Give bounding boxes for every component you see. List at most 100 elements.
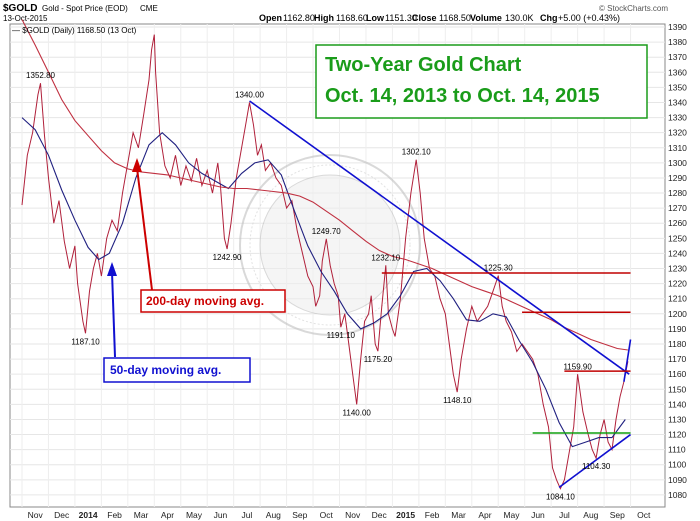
y-tick-label: 1100 xyxy=(668,460,687,470)
chg-label: Chg xyxy=(540,13,558,23)
x-tick-label: Mar xyxy=(134,510,149,520)
y-tick-label: 1260 xyxy=(668,218,687,228)
uptrend-line xyxy=(558,433,632,489)
price-label: 1148.10 xyxy=(443,396,472,405)
y-tick-label: 1140 xyxy=(668,399,687,409)
exchange: CME xyxy=(140,4,158,13)
annotation-50: 50-day moving avg. xyxy=(103,262,251,383)
y-tick-label: 1170 xyxy=(668,354,687,364)
x-axis-labels: Nov Dec 2014 Feb Mar Apr May Jun Jul Aug Sep Oct Nov… xyxy=(28,510,651,520)
price-label: 1175.20 xyxy=(364,355,393,364)
price-label: 1104.30 xyxy=(582,462,611,471)
y-tick-label: 1210 xyxy=(668,294,687,304)
y-tick-label: 1200 xyxy=(668,309,687,319)
x-tick-label: Oct xyxy=(637,510,651,520)
x-tick-label: Jun xyxy=(214,510,228,520)
price-label: 1140.00 xyxy=(343,408,372,417)
x-tick-label: May xyxy=(503,510,520,520)
close-value: 1168.50 xyxy=(439,13,471,23)
annotation-50-text: 50-day moving avg. xyxy=(110,363,221,377)
y-axis-labels: 1080 1090 1100 1110 1120 1130 1140 1150 1160 1170… xyxy=(668,22,687,500)
trend-lines-layer xyxy=(249,100,632,489)
y-tick-label: 1160 xyxy=(668,369,687,379)
y-tick-label: 1380 xyxy=(668,37,687,47)
x-tick-label: Dec xyxy=(372,510,388,520)
y-tick-label: 1130 xyxy=(668,414,687,424)
x-tick-label: Apr xyxy=(161,510,174,520)
price-label: 1249.70 xyxy=(312,227,341,236)
y-tick-label: 1120 xyxy=(668,430,687,440)
title-line1: Two-Year Gold Chart xyxy=(325,54,522,76)
legend-label: — $GOLD (Daily) 1168.50 (13 Oct) xyxy=(12,26,137,35)
high-value: 1168.60 xyxy=(336,13,368,23)
y-tick-label: 1270 xyxy=(668,203,687,213)
y-tick-label: 1350 xyxy=(668,82,687,92)
downtrend-line xyxy=(249,100,630,375)
symbol: $GOLD xyxy=(3,3,37,14)
price-label: 1232.10 xyxy=(371,253,400,262)
open-value: 1162.80 xyxy=(283,13,315,23)
y-tick-label: 1180 xyxy=(668,339,687,349)
y-tick-label: 1310 xyxy=(668,143,687,153)
y-tick-label: 1360 xyxy=(668,67,687,77)
y-tick-label: 1370 xyxy=(668,52,687,62)
y-tick-label: 1110 xyxy=(668,445,686,455)
y-tick-label: 1330 xyxy=(668,113,687,123)
price-label: 1340.00 xyxy=(235,90,264,99)
x-tick-label: Aug xyxy=(583,510,598,520)
price-label: 1225.30 xyxy=(484,264,513,273)
volume-value: 130.0K xyxy=(505,13,534,23)
chg-value: +5.00 (+0.43%) xyxy=(558,13,620,23)
price-label: 1242.90 xyxy=(213,253,242,262)
series-layer xyxy=(21,19,629,490)
chart-header: $GOLD Gold - Spot Price (EOD) CME 13-Oct… xyxy=(3,3,668,23)
annotation-200: 200-day moving avg. xyxy=(132,158,286,313)
price-label: 1159.90 xyxy=(563,362,592,371)
price-label: 1302.10 xyxy=(402,148,431,157)
x-tick-label: Nov xyxy=(28,510,44,520)
x-tick-label: Sep xyxy=(292,510,307,520)
x-tick-label: Nov xyxy=(345,510,361,520)
series-price xyxy=(21,34,629,490)
close-label: Close xyxy=(412,13,437,23)
y-tick-label: 1150 xyxy=(668,384,687,394)
volume-label: Volume xyxy=(470,13,502,23)
x-tick-label: Aug xyxy=(266,510,281,520)
brand: © StockCharts.com xyxy=(599,4,668,13)
description: Gold - Spot Price (EOD) xyxy=(42,4,128,13)
annotation-200-text: 200-day moving avg. xyxy=(146,294,264,308)
quote-date: 13-Oct-2015 xyxy=(3,14,48,23)
y-tick-label: 1280 xyxy=(668,188,687,198)
low-value: 1151.30 xyxy=(385,13,417,23)
y-tick-label: 1390 xyxy=(668,22,687,32)
price-label: 1187.10 xyxy=(71,337,100,346)
series-ma200 xyxy=(21,19,628,351)
price-label: 1352.80 xyxy=(26,71,55,80)
x-tick-label: May xyxy=(186,510,203,520)
x-tick-label: 2015 xyxy=(396,510,415,520)
low-label: Low xyxy=(366,13,385,23)
y-tick-label: 1250 xyxy=(668,233,687,243)
price-label: 1084.10 xyxy=(546,493,575,502)
y-tick-label: 1300 xyxy=(668,158,687,168)
price-label: 1191.10 xyxy=(327,331,356,340)
x-tick-label: Sep xyxy=(610,510,625,520)
x-tick-label: Jun xyxy=(531,510,545,520)
y-tick-label: 1340 xyxy=(668,97,687,107)
y-tick-label: 1220 xyxy=(668,279,687,289)
y-tick-label: 1320 xyxy=(668,128,687,138)
spike-line xyxy=(623,339,632,382)
title-line2: Oct. 14, 2013 to Oct. 14, 2015 xyxy=(325,85,600,107)
y-tick-label: 1240 xyxy=(668,248,687,258)
x-tick-label: Oct xyxy=(320,510,334,520)
y-tick-label: 1190 xyxy=(668,324,687,334)
x-tick-label: Jul xyxy=(241,510,252,520)
x-tick-label: Feb xyxy=(425,510,440,520)
x-tick-label: Feb xyxy=(107,510,122,520)
price-labels-layer: 1352.80 1187.10 1242.90 1340.00 1249.70 1191.… xyxy=(26,71,611,502)
x-tick-label: Mar xyxy=(451,510,466,520)
y-tick-label: 1290 xyxy=(668,173,687,183)
y-tick-label: 1080 xyxy=(668,490,687,500)
series-ma50 xyxy=(21,117,626,448)
